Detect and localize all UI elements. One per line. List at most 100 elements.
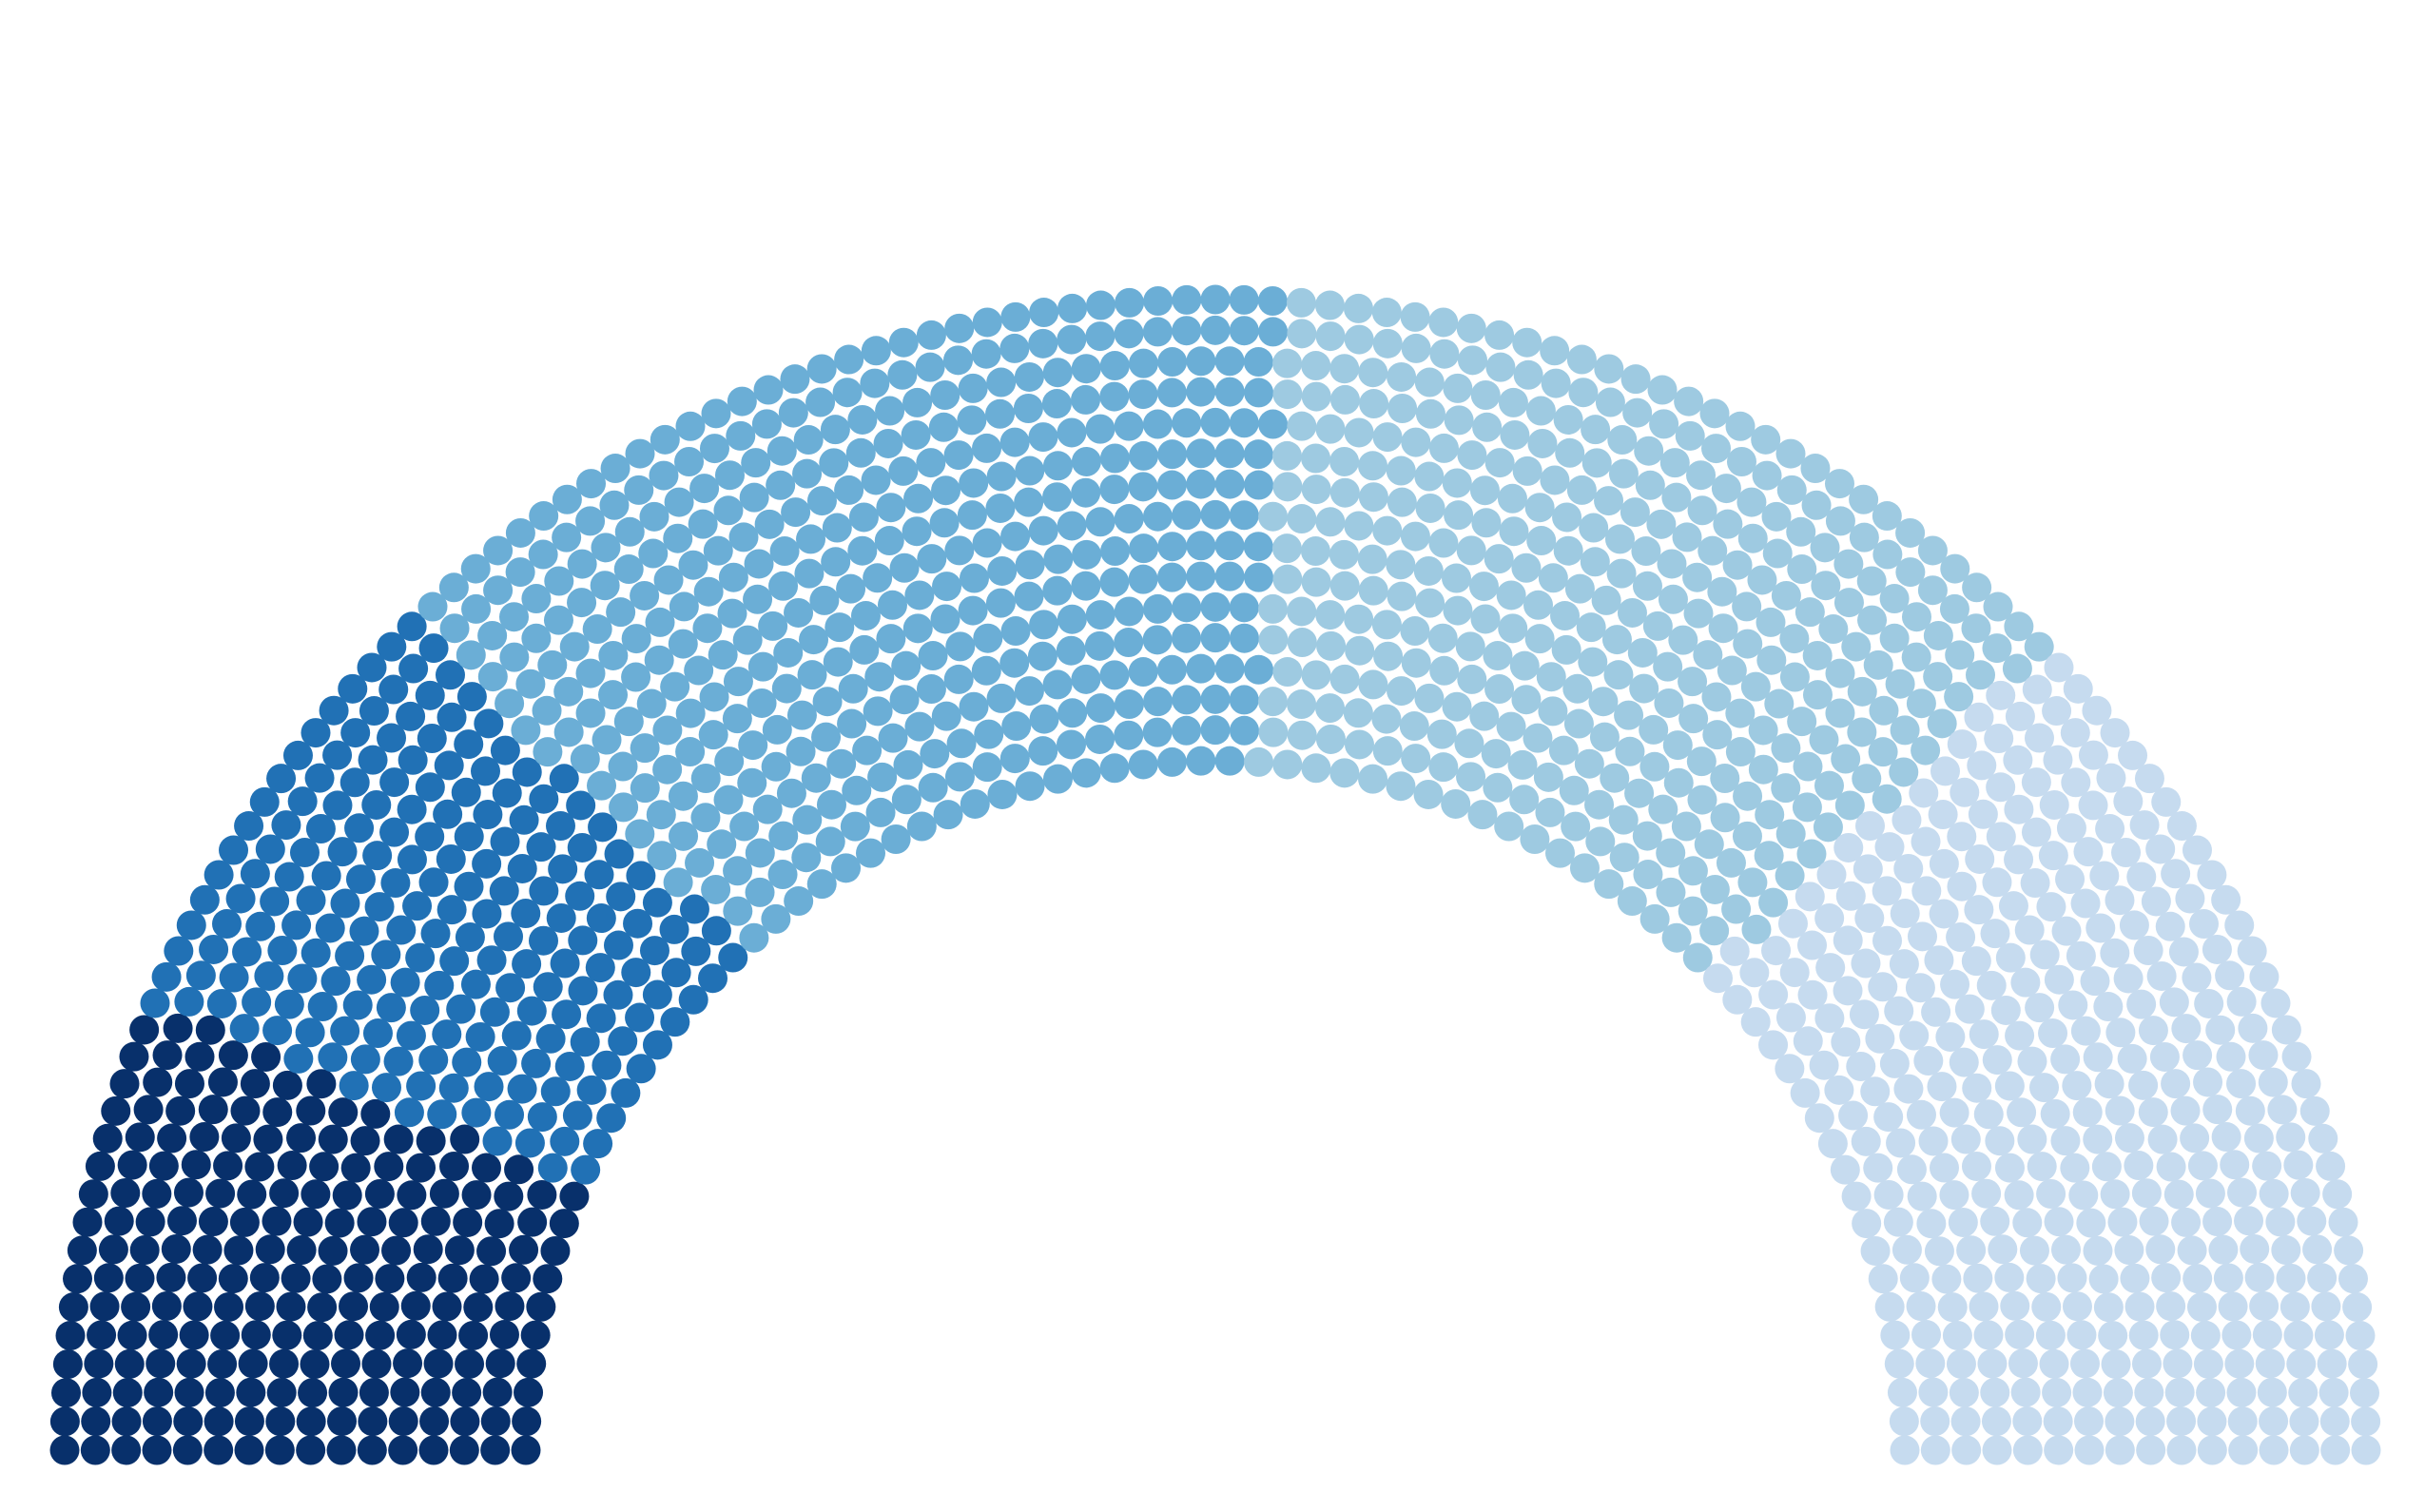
seat-series-1 bbox=[148, 1320, 179, 1350]
seat-series-5 bbox=[2322, 1179, 2353, 1210]
seat-series-4 bbox=[1600, 763, 1630, 793]
seat-series-3 bbox=[727, 386, 757, 417]
seat-series-4 bbox=[1372, 736, 1403, 766]
seat-series-5 bbox=[1940, 969, 1970, 999]
seat-series-5 bbox=[2058, 990, 2088, 1020]
seat-series-4 bbox=[1414, 367, 1445, 397]
seat-series-4 bbox=[1272, 749, 1303, 780]
seat-series-5 bbox=[2088, 1264, 2119, 1294]
seat-series-4 bbox=[1316, 630, 1347, 661]
seat-series-2 bbox=[287, 963, 318, 994]
seat-series-5 bbox=[1973, 1099, 2004, 1130]
seat-series-1 bbox=[296, 1095, 326, 1126]
seat-series-1 bbox=[142, 1406, 172, 1437]
seat-series-5 bbox=[1920, 1435, 1950, 1465]
seat-series-1 bbox=[204, 1406, 234, 1437]
seat-series-5 bbox=[2216, 1041, 2246, 1072]
seat-series-4 bbox=[1271, 533, 1302, 564]
seat-series-4 bbox=[1733, 629, 1763, 659]
seat-series-4 bbox=[1456, 313, 1486, 343]
seat-series-2 bbox=[322, 790, 353, 821]
seat-series-4 bbox=[1699, 874, 1730, 904]
seat-series-4 bbox=[1525, 396, 1556, 426]
seat-series-2 bbox=[592, 1050, 622, 1080]
seat-series-3 bbox=[973, 623, 1003, 653]
seat-series-5 bbox=[2163, 1348, 2193, 1379]
seat-series-5 bbox=[2012, 1208, 2043, 1238]
seat-series-5 bbox=[2083, 1124, 2113, 1154]
seat-series-3 bbox=[1186, 653, 1216, 684]
seat-series-3 bbox=[613, 707, 644, 737]
seat-series-3 bbox=[1000, 616, 1031, 647]
seat-series-2 bbox=[439, 946, 470, 977]
seat-series-3 bbox=[669, 591, 699, 622]
seat-series-1 bbox=[172, 1435, 203, 1465]
seat-series-3 bbox=[930, 380, 960, 410]
seat-series-4 bbox=[1710, 803, 1740, 833]
seat-series-3 bbox=[645, 607, 675, 637]
seat-series-3 bbox=[768, 571, 799, 601]
seat-series-3 bbox=[747, 651, 778, 682]
seat-series-3 bbox=[762, 714, 792, 745]
seat-series-3 bbox=[738, 730, 768, 761]
seat-series-3 bbox=[614, 516, 645, 547]
seat-series-2 bbox=[562, 1100, 592, 1131]
seat-series-2 bbox=[415, 680, 445, 710]
seat-series-3 bbox=[701, 398, 731, 429]
seat-series-1 bbox=[458, 1320, 489, 1350]
seat-series-1 bbox=[238, 1348, 268, 1379]
seat-series-4 bbox=[1329, 477, 1360, 508]
seat-series-5 bbox=[2004, 1180, 2034, 1211]
seat-series-4 bbox=[1387, 676, 1417, 707]
seat-series-3 bbox=[417, 591, 448, 622]
seat-series-5 bbox=[1889, 1406, 1919, 1437]
seat-series-3 bbox=[505, 557, 535, 588]
seat-series-5 bbox=[2134, 1377, 2164, 1407]
seat-series-1 bbox=[223, 1235, 254, 1266]
seat-series-4 bbox=[1429, 655, 1460, 686]
seat-series-4 bbox=[1687, 785, 1717, 815]
seat-series-5 bbox=[1907, 921, 1937, 952]
seat-series-4 bbox=[1357, 451, 1387, 481]
seat-series-1 bbox=[166, 1206, 197, 1236]
seat-series-4 bbox=[1608, 458, 1639, 489]
seat-series-4 bbox=[1371, 704, 1402, 734]
seat-series-2 bbox=[487, 1046, 517, 1076]
seat-series-3 bbox=[575, 658, 606, 688]
seat-series-5 bbox=[2061, 767, 2091, 798]
seat-series-4 bbox=[1272, 379, 1303, 410]
seat-series-3 bbox=[834, 475, 864, 505]
seat-series-5 bbox=[2171, 1207, 2202, 1237]
seat-series-2 bbox=[507, 1074, 537, 1104]
seat-series-3 bbox=[438, 572, 469, 603]
seat-series-5 bbox=[2338, 1264, 2368, 1294]
seat-series-3 bbox=[811, 722, 842, 752]
seat-series-3 bbox=[766, 470, 796, 500]
seat-series-1 bbox=[361, 1348, 392, 1379]
seat-series-4 bbox=[1444, 405, 1474, 436]
seat-series-3 bbox=[987, 555, 1018, 586]
seat-series-3 bbox=[878, 723, 908, 753]
seat-series-4 bbox=[1939, 593, 1969, 624]
seat-series-3 bbox=[1229, 408, 1259, 438]
seat-series-5 bbox=[2213, 1263, 2243, 1293]
seat-series-3 bbox=[625, 819, 655, 849]
seat-series-4 bbox=[1693, 640, 1723, 670]
seat-series-1 bbox=[237, 1179, 267, 1210]
seat-series-3 bbox=[1041, 389, 1072, 419]
seat-series-5 bbox=[1890, 1435, 1920, 1465]
seat-series-3 bbox=[959, 563, 989, 593]
seat-series-3 bbox=[959, 468, 989, 498]
seat-series-2 bbox=[533, 972, 563, 1002]
seat-series-3 bbox=[567, 588, 597, 618]
seat-series-3 bbox=[621, 662, 651, 692]
seat-series-2 bbox=[418, 633, 449, 664]
seat-series-3 bbox=[745, 838, 775, 868]
seat-series-1 bbox=[49, 1435, 80, 1465]
seat-series-5 bbox=[2276, 1263, 2306, 1293]
seat-series-5 bbox=[1838, 1100, 1869, 1131]
seat-series-2 bbox=[501, 1020, 532, 1051]
seat-series-5 bbox=[1899, 1020, 1930, 1051]
seat-series-3 bbox=[690, 803, 721, 833]
seat-series-4 bbox=[1443, 373, 1473, 403]
